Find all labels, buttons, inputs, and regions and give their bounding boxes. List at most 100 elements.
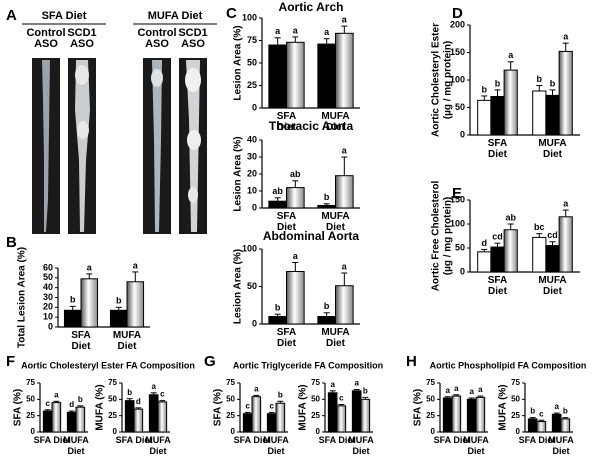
y-tick-label: 50 [455,242,465,252]
y-tick-label: 10 [247,185,257,195]
x-tick-label-box: MUFA Diet [348,435,374,456]
x-tick-label: MUFA Diet [348,435,374,456]
bar [317,204,336,209]
bar [351,390,362,433]
bar [327,392,338,433]
panel-label: C [226,5,237,22]
bar [157,401,168,433]
column-label-box: SCD1 ASO [178,28,208,50]
significance-letter: b [537,74,543,84]
x-tick-label: SFA Diet [276,327,297,349]
significance-letter: c [160,390,165,399]
y-tick-label: 50 [226,394,235,403]
significance-letter: c [339,394,344,403]
x-tick-label: SFA Diet [115,435,153,445]
x-tick-label-box: MUFA Diet [113,330,141,352]
column-label: Control ASO [137,28,177,50]
column-label-box: Control ASO [26,28,65,50]
significance-letter: c [245,402,250,411]
bar [268,200,287,209]
bar [335,32,354,109]
x-tick-label-box: MUFA Diet [321,211,349,233]
bar [63,309,82,328]
significance-letter: b [116,296,122,306]
bar [80,278,99,328]
significance-letter: cd [547,230,558,240]
y-tick-label: 75 [247,35,257,45]
y-tick-label: 30 [247,151,257,161]
y-tick-label: 0 [460,266,465,276]
y-tick-label: 0 [516,427,521,436]
bar [286,41,305,109]
column-label: SCD1 ASO [178,28,208,50]
significance-letter: cd [492,232,503,242]
y-tick-label: 0 [48,321,53,331]
x-tick-label-box: SFA Diet [488,275,507,297]
x-tick-label-box: MUFA Diet [538,275,566,297]
y-axis-label: SFA (%) [13,389,24,426]
y-tick-label: 75 [511,378,520,387]
y-tick-label: 75 [108,378,117,387]
chart-title: Aortic Phospholipid FA Composition [430,360,587,370]
column-label-box: SCD1 ASO [67,28,96,50]
y-axis-label: MUFA (%) [498,384,509,430]
y-tick-label: 150 [450,194,465,204]
x-tick-label-box: SFA Diet [276,211,297,233]
bar [286,271,305,325]
significance-letter: b [278,390,283,399]
bar [335,175,354,209]
panel-label: E [452,185,462,202]
significance-letter: a [275,26,281,36]
x-tick-label-box: MUFA Diet [548,435,574,456]
y-tick-label: 0 [252,102,257,112]
significance-letter: b [495,78,501,88]
y-axis-label: Aortic Cholesteryl Ester [431,23,442,137]
panel-label: B [6,234,17,251]
y-tick-label: 50 [247,281,257,291]
bar [490,96,505,136]
y-tick-label: 50 [511,394,520,403]
x-tick-label-box: MUFA Diet [463,435,489,456]
x-tick-label-box: SFA Diet [276,111,297,133]
bar [275,402,286,433]
aorta-images [32,58,207,234]
bar [551,413,562,433]
y-tick-label: 100 [450,74,465,84]
y-tick-label: 60 [43,262,53,272]
x-tick-label-box: MUFA Diet [321,327,349,349]
significance-letter: bc [534,222,545,232]
y-tick-label: 0 [431,427,436,436]
x-tick-label-box: SFA Diet [115,435,153,445]
significance-letter: a [454,384,459,393]
significance-letter: a [293,251,299,261]
y-tick-label: 25 [108,411,117,420]
x-tick-label-box: MUFA Diet [321,111,349,133]
chart-title: Aortic Cholesteryl Ester FA Composition [21,360,195,370]
bar [532,90,547,136]
bar [536,421,547,433]
significance-letter: b [363,386,368,395]
bar [477,251,492,273]
x-tick-label: SFA Diet [276,111,297,133]
bar [266,413,277,433]
x-tick-label: SFA Diet [276,211,297,233]
y-tick-label: 25 [311,411,320,420]
y-tick-label: 75 [311,378,320,387]
significance-letter: c [269,402,274,411]
significance-letter: a [151,382,156,391]
significance-letter: a [445,386,450,395]
y-tick-label: 0 [252,318,257,328]
x-tick-label: MUFA Diet [463,435,489,456]
bar [335,285,354,325]
x-tick-label-box: MUFA Diet [263,435,289,456]
y-tick-label: 75 [226,378,235,387]
x-tick-label-box: SFA Diet [487,138,508,160]
significance-letter: b [482,84,488,94]
x-tick-label: SFA Diet [487,138,508,160]
y-tick-label: 100 [242,12,257,22]
significance-letter: b [70,295,76,305]
y-tick-label: 30 [43,292,53,302]
bar [490,246,505,273]
x-tick-label: MUFA Diet [548,435,574,456]
bar [133,408,144,433]
